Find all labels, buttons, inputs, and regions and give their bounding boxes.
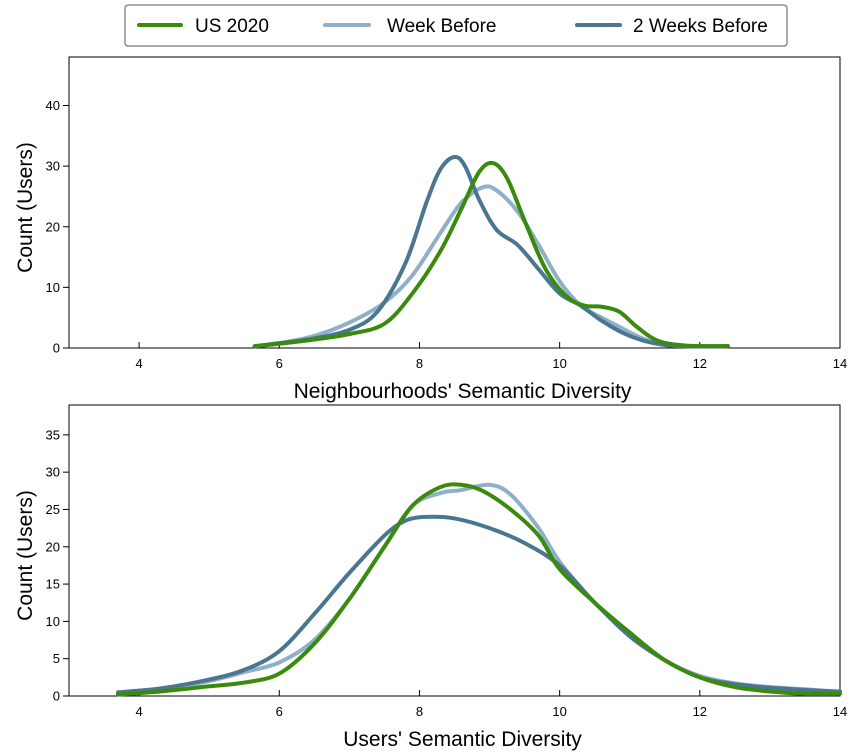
x-tick-label: 8 — [416, 356, 423, 371]
x-axis-title: Neighbourhoods' Semantic Diversity — [294, 380, 632, 403]
plot-frame — [68, 56, 841, 349]
y-tick-label: 20 — [46, 219, 60, 234]
series-line-week-before — [116, 482, 842, 696]
x-axis-title: Users' Semantic Diversity — [343, 728, 582, 751]
y-tick-label: 15 — [46, 577, 60, 592]
y-axis-title: Count (Users) — [14, 142, 37, 273]
y-tick-label: 35 — [46, 427, 60, 442]
legend-box — [124, 4, 788, 47]
y-tick-label: 0 — [53, 341, 60, 356]
series-line-week-before — [252, 184, 730, 349]
series-line-2-weeks-before — [252, 154, 730, 349]
x-tick-label: 6 — [276, 704, 283, 719]
x-tick-label: 12 — [693, 704, 707, 719]
x-tick-label: 8 — [416, 704, 423, 719]
plot-frame — [68, 404, 841, 697]
x-tick-label: 14 — [833, 704, 847, 719]
series-line-us-2020 — [116, 482, 842, 697]
top-plot: 4 6 8 10 12 14 0 10 20 30 40 Neighbourhoods' Semant… — [14, 56, 847, 403]
x-tick-label: 4 — [135, 356, 142, 371]
series-line-us-2020 — [252, 160, 730, 349]
y-tick-label: 30 — [46, 159, 60, 174]
y-tick-label: 30 — [46, 465, 60, 480]
y-tick-label: 20 — [46, 539, 60, 554]
bottom-plot: 4 6 8 10 12 14 0 5 10 15 20 25 30 35 Users' Semantic D… — [14, 404, 847, 751]
x-tick-label: 6 — [276, 356, 283, 371]
x-tick-label: 4 — [135, 704, 142, 719]
y-tick-label: 10 — [46, 614, 60, 629]
y-tick-label: 10 — [46, 280, 60, 295]
x-tick-label: 10 — [552, 356, 566, 371]
y-tick-label: 0 — [53, 689, 60, 704]
x-tick-label: 10 — [552, 704, 566, 719]
legend-label: Week Before — [387, 16, 496, 37]
y-axis-title: Count (Users) — [14, 490, 37, 621]
y-tick-label: 40 — [46, 98, 60, 113]
x-tick-label: 12 — [693, 356, 707, 371]
legend: US 2020 Week Before 2 Weeks Before — [124, 4, 788, 47]
series-line-2-weeks-before — [116, 514, 842, 695]
legend-label: 2 Weeks Before — [633, 16, 768, 37]
legend-label: US 2020 — [195, 16, 269, 37]
y-tick-label: 25 — [46, 502, 60, 517]
x-tick-label: 14 — [833, 356, 847, 371]
y-tick-label: 5 — [53, 651, 60, 666]
